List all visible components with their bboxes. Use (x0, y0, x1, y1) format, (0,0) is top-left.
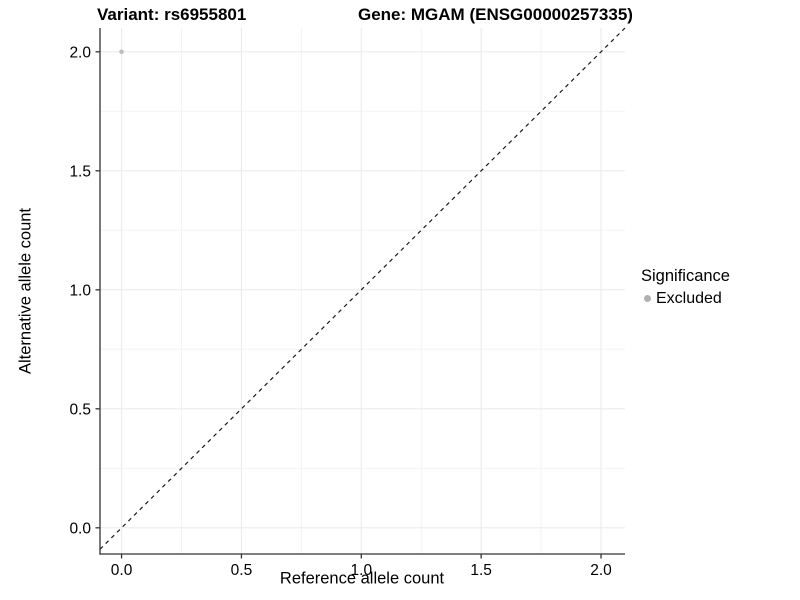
identity-dashed-line (99, 27, 626, 550)
legend-point-icon (644, 295, 651, 302)
legend-title: Significance (641, 267, 730, 285)
legend: Significance Excluded (641, 266, 730, 309)
y-tick-label: 1.5 (69, 163, 91, 180)
x-tick-label: 1.0 (351, 562, 373, 579)
data-point (119, 49, 124, 55)
x-axis-title: Reference allele count (279, 569, 445, 588)
x-tick-label: 0.0 (111, 562, 133, 579)
x-tick-label: 1.5 (470, 562, 492, 579)
x-tick-label: 0.5 (231, 562, 253, 579)
y-tick-label: 1.0 (69, 282, 91, 299)
legend-entry-excluded: Excluded (641, 288, 730, 309)
y-tick-label: 0.0 (69, 520, 91, 537)
y-axis-title: Alternative allele count (16, 207, 35, 375)
y-tick-label: 2.0 (69, 44, 91, 61)
legend-entry-label: Excluded (656, 290, 722, 307)
y-tick-label: 0.5 (69, 401, 91, 418)
x-tick-label: 2.0 (590, 562, 612, 579)
